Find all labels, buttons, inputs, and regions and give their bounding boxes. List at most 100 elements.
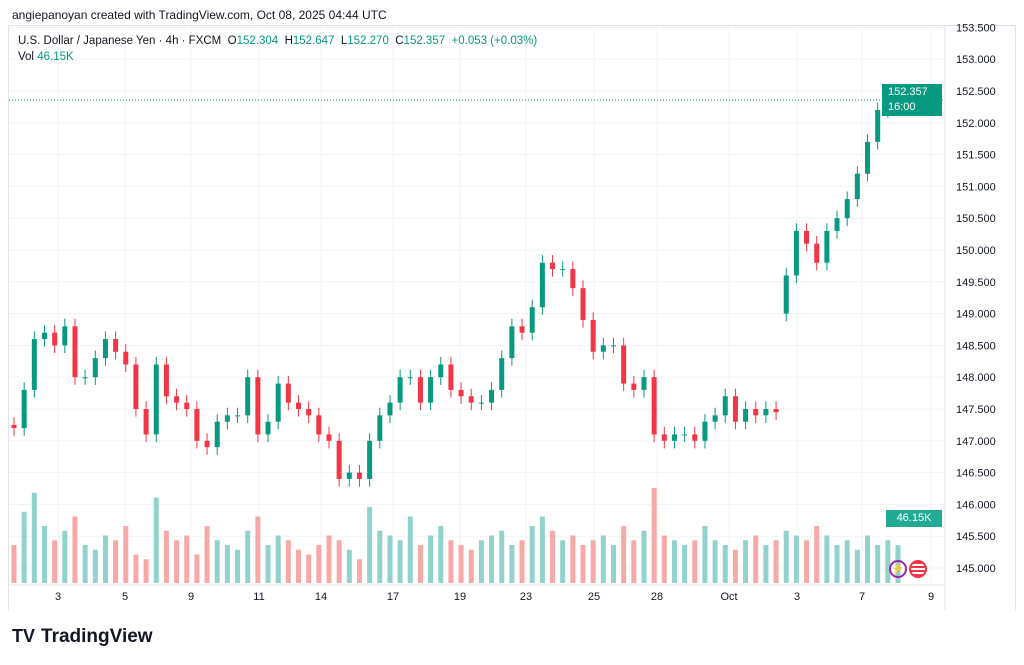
volume-bar [844,540,850,583]
y-tick-label: 147.500 [956,404,996,416]
candle-body [285,383,291,403]
candle-body [763,409,769,416]
candle-body [682,434,688,436]
volume-bar [21,511,27,583]
y-tick-label: 150.500 [956,213,996,225]
tradingview-logo[interactable]: TV TradingView [12,626,153,648]
volume-bar [854,549,860,583]
close-label: C [395,35,404,47]
candle-body [387,402,393,416]
y-tick-label: 152.000 [956,118,996,130]
volume-bar [62,530,68,583]
legend: U.S. Dollar / Japanese Yen · 4h · FXCM O… [18,33,537,65]
candle-body [214,421,220,448]
volume-bar [570,535,576,583]
y-tick-label: 147.000 [956,436,996,448]
volume-bar [519,540,525,583]
volume-bar [417,545,423,583]
candle-body [570,269,576,289]
x-tick-label: 5 [122,591,128,603]
candle-body [875,110,881,142]
last-price-label: 152.357 16:00 [882,84,942,116]
volume-bar [397,540,403,583]
candle-body [133,364,139,409]
volume-value: 46.15K [37,51,74,63]
candle-body [844,199,850,219]
candle-body [854,173,860,200]
candle-body [610,345,616,347]
candle-body [72,326,78,378]
candle-body [804,230,810,244]
y-tick-label: 153.000 [956,54,996,66]
candle-body [113,339,119,352]
volume-bar [539,516,545,583]
candle-body [41,332,47,340]
volume-bar [113,540,119,583]
volume-bar [174,540,180,583]
tv-logo-icon: TV [12,626,36,646]
candle-body [692,434,698,441]
volume-bar [143,559,149,583]
volume-bar [448,540,454,583]
volume-bar [773,540,779,583]
chart-frame [8,25,1016,611]
volume-bar [509,545,515,583]
x-tick-label: Oct [720,591,737,603]
candle-body [458,389,464,397]
volume-bar [875,545,881,583]
volume-bar [732,549,738,583]
candle-body [580,288,586,320]
volume-bar [529,526,535,583]
volume-bar [326,535,332,583]
candle-body [265,421,271,435]
y-tick-label: 149.500 [956,277,996,289]
candle-body [773,409,779,413]
volume-bar [377,530,383,583]
volume-bar [682,545,688,583]
candle-body [448,364,454,390]
volume-bar [499,530,505,583]
candle-body [163,364,169,397]
volume-bar [814,526,820,583]
candle-body [316,415,322,435]
high-label: H [284,35,293,47]
volume-bar [468,549,474,583]
volume-bar [285,540,291,583]
candle-body [417,377,423,403]
volume-bar [72,516,78,583]
volume-bar [722,545,728,583]
candle-body [753,409,759,416]
volume-bar [31,492,37,583]
volume-bar [204,526,210,583]
us-flag-event-icon[interactable] [909,560,927,578]
volume-bar [194,554,200,583]
symbol-name[interactable]: U.S. Dollar / Japanese Yen · 4h · FXCM [18,35,222,47]
volume-bar [824,535,830,583]
candle-body [194,409,200,441]
candle-body [814,243,820,263]
candle-body [21,389,27,429]
volume-bar [407,516,413,583]
candle-body [336,440,342,479]
volume-bar [661,535,667,583]
volume-bar [52,540,58,583]
candle-body [539,262,545,308]
candle-body [865,141,871,174]
volume-bar [478,540,484,583]
candle-body [489,389,495,403]
candle-body [204,440,210,448]
candle-body [174,396,180,403]
volume-bar [224,545,230,583]
candle-body [184,402,190,409]
lightning-event-icon[interactable]: ⚡ [889,560,907,578]
volume-bar [92,549,98,583]
y-tick-label: 153.500 [956,22,996,34]
volume-bar [275,535,281,583]
volume-bar [671,540,677,583]
x-tick-label: 25 [588,591,600,603]
candle-body [245,377,251,416]
candle-body [793,230,799,276]
candle-body [712,415,718,422]
